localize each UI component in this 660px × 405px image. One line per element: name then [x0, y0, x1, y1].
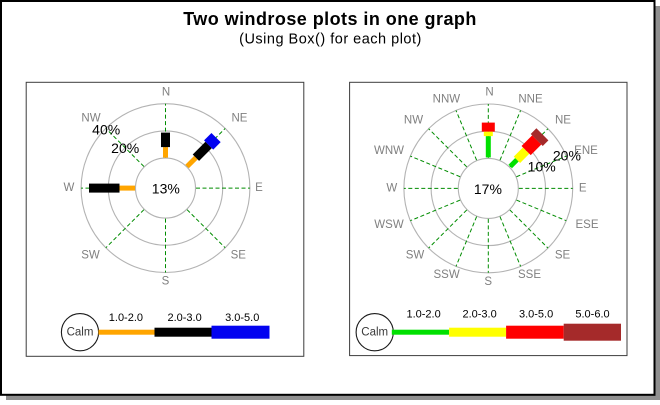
svg-text:Two windrose plots in one grap: Two windrose plots in one graph	[183, 9, 477, 29]
svg-text:WNW: WNW	[374, 145, 404, 157]
svg-text:SW: SW	[406, 250, 425, 262]
svg-text:1.0-2.0: 1.0-2.0	[109, 312, 143, 324]
svg-text:2.0-3.0: 2.0-3.0	[167, 312, 201, 324]
svg-text:W: W	[63, 182, 74, 194]
svg-text:SSW: SSW	[433, 269, 459, 281]
svg-text:NW: NW	[81, 113, 100, 125]
svg-text:ENE: ENE	[574, 145, 598, 157]
svg-text:E: E	[579, 182, 587, 194]
svg-text:NE: NE	[232, 112, 248, 124]
svg-text:Calm: Calm	[361, 327, 388, 339]
svg-text:1.0-2.0: 1.0-2.0	[406, 309, 440, 321]
svg-text:S: S	[484, 276, 492, 288]
svg-text:10%: 10%	[528, 159, 556, 175]
svg-text:W: W	[386, 182, 397, 194]
svg-text:SE: SE	[555, 250, 571, 262]
svg-text:20%: 20%	[111, 140, 139, 156]
svg-text:N: N	[485, 87, 493, 99]
svg-text:SE: SE	[231, 250, 247, 262]
svg-text:ESE: ESE	[575, 219, 598, 231]
svg-text:2.0-3.0: 2.0-3.0	[462, 309, 496, 321]
svg-text:20%: 20%	[553, 147, 581, 163]
svg-text:WSW: WSW	[374, 219, 404, 231]
svg-text:40%: 40%	[92, 122, 120, 138]
svg-text:13%: 13%	[152, 181, 180, 197]
svg-text:5.0-6.0: 5.0-6.0	[575, 309, 609, 321]
svg-text:E: E	[255, 182, 263, 194]
svg-text:3.0-5.0: 3.0-5.0	[225, 312, 259, 324]
svg-text:NW: NW	[404, 114, 423, 126]
svg-text:17%: 17%	[474, 181, 502, 197]
svg-text:Calm: Calm	[67, 327, 94, 339]
svg-text:S: S	[162, 276, 170, 288]
svg-text:NE: NE	[555, 114, 571, 126]
svg-text:N: N	[162, 86, 170, 98]
svg-text:(Using Box() for each plot): (Using Box() for each plot)	[239, 32, 422, 48]
svg-text:NNW: NNW	[433, 94, 461, 106]
svg-text:3.0-5.0: 3.0-5.0	[519, 309, 553, 321]
svg-text:SSE: SSE	[518, 269, 541, 281]
svg-text:SW: SW	[81, 250, 100, 262]
svg-text:NNE: NNE	[518, 94, 543, 106]
